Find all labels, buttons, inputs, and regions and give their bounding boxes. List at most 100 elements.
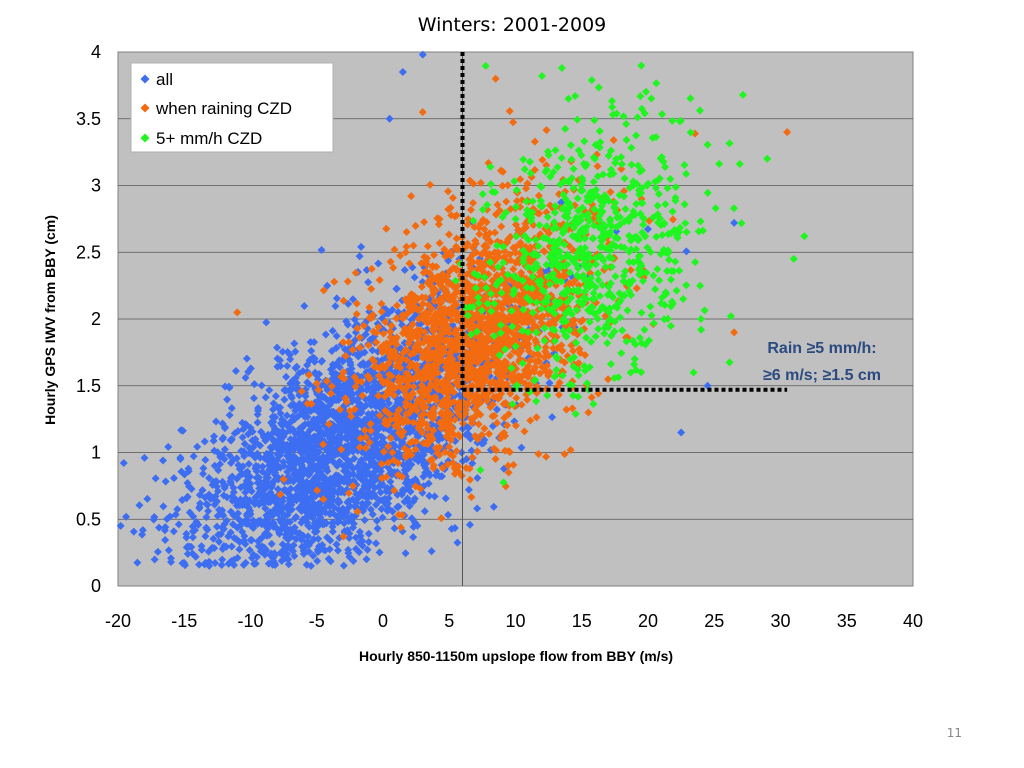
data-point	[231, 494, 240, 503]
data-point	[407, 192, 416, 201]
data-point	[346, 361, 355, 370]
data-point	[531, 375, 540, 384]
data-point	[362, 385, 371, 394]
data-point	[569, 391, 578, 400]
data-point	[261, 436, 270, 445]
data-point	[490, 444, 499, 453]
data-point	[335, 514, 344, 523]
data-point	[649, 319, 658, 328]
data-point	[417, 411, 426, 420]
data-point	[401, 384, 410, 393]
data-point	[452, 234, 461, 243]
data-point	[681, 219, 690, 228]
data-point	[297, 461, 306, 470]
data-point	[205, 561, 214, 570]
data-point	[379, 329, 388, 338]
data-point	[394, 377, 403, 386]
data-point	[672, 286, 681, 295]
data-point	[476, 178, 485, 187]
data-point	[323, 281, 332, 290]
data-point	[421, 352, 430, 361]
data-point	[452, 266, 461, 275]
data-point	[697, 325, 706, 334]
data-point	[438, 410, 447, 419]
data-point	[357, 377, 366, 386]
data-point	[493, 200, 502, 209]
data-point	[312, 379, 321, 388]
data-point	[558, 371, 567, 380]
data-point	[375, 275, 384, 284]
data-point	[167, 557, 175, 566]
data-point	[410, 374, 419, 383]
data-point	[627, 160, 636, 169]
data-point	[251, 435, 260, 444]
data-point	[498, 167, 507, 176]
data-point	[464, 485, 473, 494]
data-point	[516, 203, 525, 212]
data-point	[292, 535, 301, 544]
data-point	[540, 336, 549, 345]
data-point	[486, 403, 495, 412]
data-point	[532, 397, 541, 406]
data-point	[155, 523, 164, 532]
data-point	[437, 330, 446, 339]
data-point	[362, 401, 371, 410]
data-point	[377, 460, 386, 469]
data-point	[418, 299, 427, 308]
data-point	[524, 254, 533, 263]
data-point	[548, 413, 557, 422]
data-point	[305, 433, 314, 442]
data-point	[320, 393, 329, 402]
data-point	[329, 457, 338, 466]
data-point	[313, 448, 322, 457]
data-point	[479, 215, 488, 224]
data-point	[368, 310, 377, 319]
data-point	[336, 434, 345, 443]
data-point	[246, 506, 255, 515]
data-point	[377, 474, 386, 483]
data-point	[319, 488, 328, 497]
data-point	[300, 496, 309, 505]
data-point	[394, 510, 403, 519]
data-point	[312, 403, 321, 412]
data-point	[280, 395, 289, 404]
data-point	[498, 299, 507, 308]
data-point	[543, 391, 552, 400]
data-point	[620, 174, 629, 183]
data-point	[380, 419, 389, 428]
data-point	[586, 196, 595, 205]
data-point	[342, 417, 351, 426]
data-point	[266, 433, 275, 442]
data-point	[399, 418, 408, 427]
data-point	[516, 238, 525, 247]
data-point	[599, 170, 608, 179]
data-point	[664, 255, 673, 264]
data-point	[328, 527, 337, 536]
data-point	[242, 517, 251, 526]
data-point	[278, 415, 287, 424]
data-point	[607, 262, 616, 271]
data-point	[608, 103, 617, 112]
data-point	[221, 481, 230, 490]
data-point	[276, 361, 285, 370]
data-point	[414, 424, 423, 433]
data-point	[435, 215, 444, 224]
data-point	[284, 500, 293, 509]
data-point	[195, 560, 204, 569]
data-point	[285, 386, 294, 395]
data-point	[576, 326, 585, 335]
data-point	[337, 445, 346, 454]
data-point	[365, 438, 374, 447]
data-point	[425, 276, 434, 285]
data-point	[566, 355, 575, 364]
data-point	[257, 381, 266, 390]
data-point	[335, 356, 344, 365]
data-point	[341, 434, 350, 443]
data-point	[363, 493, 372, 502]
data-point	[528, 308, 537, 317]
data-point	[465, 176, 474, 185]
data-point	[313, 486, 322, 495]
data-point	[296, 477, 305, 486]
data-point	[216, 530, 225, 539]
data-point	[455, 432, 464, 441]
